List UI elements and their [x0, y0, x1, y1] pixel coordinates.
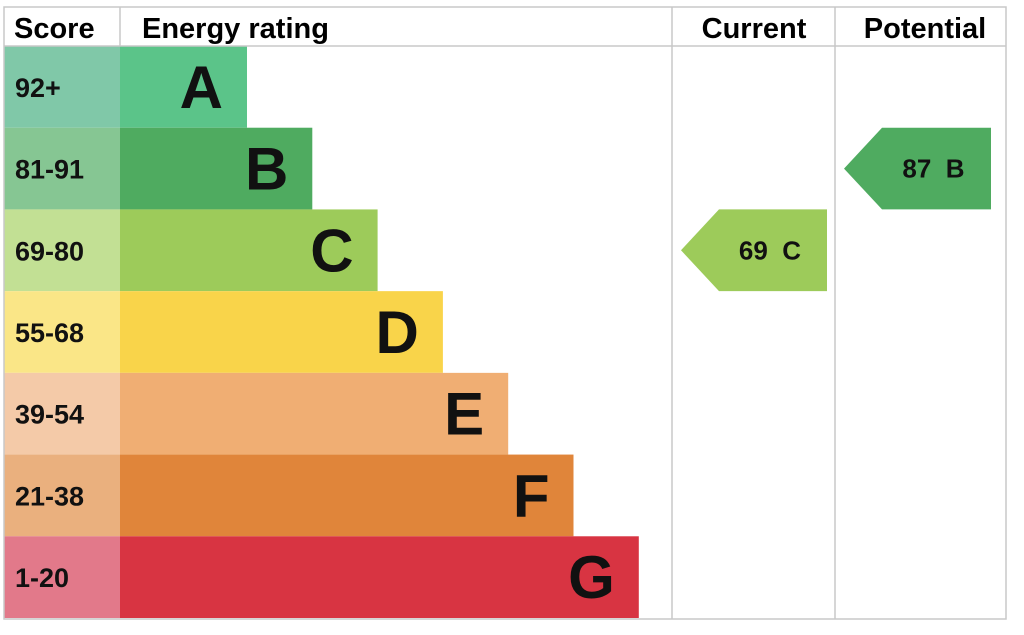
band-g: 1-20 G — [4, 536, 639, 618]
score-cell-e — [4, 372, 120, 455]
score-cell-d — [4, 291, 120, 373]
band-b: 81-91 B — [4, 127, 313, 210]
potential-rating: 87 B — [844, 127, 991, 210]
score-header: Score — [14, 13, 95, 45]
rating-bands: 92+ A 81-91 B 69-80 C 55-68 D 39-54 E 21-38 F 1-20 G — [4, 46, 639, 618]
band-letter-g: G — [568, 544, 615, 611]
score-range-b: 81-91 — [15, 155, 84, 185]
score-cell-g — [4, 536, 120, 618]
table-border — [3, 6, 1007, 620]
band-bar-c — [120, 209, 378, 292]
band-a: 92+ A — [4, 46, 247, 128]
score-cell-c — [4, 209, 120, 292]
score-cell-a — [4, 46, 120, 128]
band-bar-a — [120, 46, 247, 128]
band-bar-e — [120, 372, 509, 455]
rating-indicators: 69 C 87 B — [681, 127, 991, 292]
energy-rating-header: Energy rating — [142, 13, 329, 45]
table-grid — [3, 6, 1007, 620]
potential-header: Potential — [864, 13, 986, 45]
current-header: Current — [702, 13, 807, 45]
band-letter-e: E — [444, 381, 484, 448]
band-c: 69-80 C — [4, 209, 378, 292]
score-range-c: 69-80 — [15, 236, 84, 266]
band-letter-a: A — [180, 54, 223, 121]
current-rating-arrow — [681, 209, 827, 292]
score-range-a: 92+ — [15, 73, 61, 103]
band-letter-b: B — [245, 136, 288, 203]
band-letter-f: F — [513, 462, 550, 529]
band-bar-f — [120, 454, 574, 537]
score-range-f: 21-38 — [15, 481, 84, 511]
potential-rating-label: 87 B — [902, 154, 964, 184]
band-bar-b — [120, 127, 313, 210]
score-range-g: 1-20 — [15, 563, 69, 593]
band-f: 21-38 F — [4, 454, 574, 537]
band-letter-d: D — [376, 299, 419, 366]
band-bar-g — [120, 536, 639, 618]
band-d: 55-68 D — [4, 291, 443, 373]
current-rating: 69 C — [681, 209, 827, 292]
score-cell-f — [4, 454, 120, 537]
current-rating-label: 69 C — [739, 235, 801, 265]
potential-rating-arrow — [844, 127, 991, 210]
score-cell-b — [4, 127, 120, 210]
header-row: Score Energy rating Current Potential — [14, 13, 986, 45]
score-range-e: 39-54 — [15, 400, 84, 430]
band-bar-d — [120, 291, 443, 373]
band-letter-c: C — [310, 217, 353, 284]
band-e: 39-54 E — [4, 372, 509, 455]
score-range-d: 55-68 — [15, 318, 84, 348]
